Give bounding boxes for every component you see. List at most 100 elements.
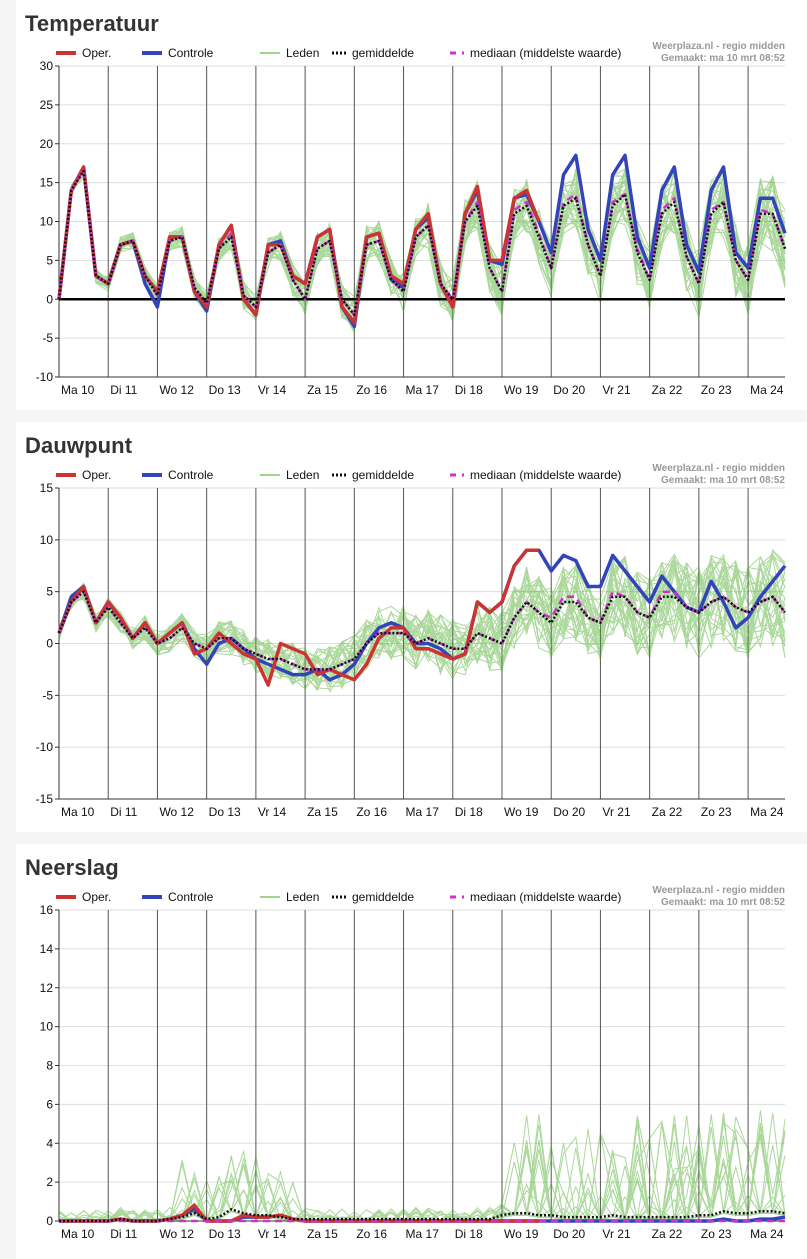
x-tick-label: Wo 19 [504, 383, 539, 397]
legend-label-controle: Controle [168, 890, 214, 904]
legend-label-mediaan: mediaan (middelste waarde) [470, 468, 621, 482]
ensemble-member-line [58, 1121, 786, 1222]
chart-title: Temperatuur [25, 11, 159, 36]
ensemble-member-line [58, 1169, 786, 1222]
x-tick-label: Zo 23 [701, 805, 732, 819]
ensemble-member-line [58, 166, 786, 320]
ensemble-member-line [58, 169, 786, 334]
y-tick-label: 14 [40, 942, 54, 956]
x-tick-label: Wo 12 [159, 1227, 194, 1241]
x-tick-label: Ma 10 [61, 1227, 95, 1241]
ensemble-member-line [58, 574, 786, 693]
x-tick-label: Do 13 [209, 383, 241, 397]
x-tick-label: Zo 16 [356, 805, 387, 819]
x-tick-label: Za 15 [307, 805, 338, 819]
y-tick-label: 16 [40, 903, 54, 917]
ensemble-member-line [58, 563, 786, 690]
ensemble-member-line [58, 167, 786, 332]
ensemble-member-line [59, 1118, 786, 1223]
y-tick-label: -5 [42, 688, 53, 702]
series-line-gemiddelde [59, 1208, 786, 1223]
x-tick-label: Za 22 [652, 805, 683, 819]
x-tick-label: Zo 23 [701, 1227, 732, 1241]
ensemble-member-line [58, 168, 786, 325]
ensemble-member-line [58, 555, 786, 678]
legend-label-gemiddelde: gemiddelde [352, 890, 414, 904]
x-tick-label: Do 20 [553, 383, 585, 397]
legend-label-leden: Leden [286, 890, 319, 904]
legend-label-mediaan: mediaan (middelste waarde) [470, 46, 621, 60]
x-tick-label: Ma 24 [750, 805, 784, 819]
source-line1: Weerplaza.nl - regio midden [652, 41, 785, 52]
y-tick-label: 30 [40, 59, 54, 73]
x-tick-label: Do 20 [553, 805, 585, 819]
legend-label-gemiddelde: gemiddelde [352, 46, 414, 60]
y-tick-label: 6 [46, 1097, 53, 1111]
y-tick-label: -10 [36, 370, 54, 384]
y-tick-label: 5 [46, 585, 53, 599]
ensemble-member-line [58, 168, 786, 312]
ensemble-member-line [58, 556, 786, 681]
series-line-oper [57, 548, 539, 687]
x-tick-label: Do 20 [553, 1227, 585, 1241]
ensemble-member-line [59, 1115, 786, 1222]
x-tick-label: Di 11 [110, 383, 137, 397]
y-tick-label: 25 [40, 98, 54, 112]
x-tick-label: Vr 14 [258, 383, 287, 397]
y-tick-label: 15 [40, 481, 54, 495]
temperature-panel: Temperatuur Oper. Controle Leden gemiddelde… [16, 0, 807, 410]
y-tick-label: 4 [46, 1136, 53, 1150]
x-tick-label: Ma 10 [61, 805, 95, 819]
source-line1: Weerplaza.nl - regio midden [652, 885, 785, 896]
chart-legend: Oper. Controle Leden gemiddelde mediaan (mid… [56, 890, 621, 904]
x-tick-label: Za 22 [652, 383, 683, 397]
ensemble-member-line [59, 1118, 786, 1222]
gridlines [55, 909, 785, 1222]
chart-title: Neerslag [25, 855, 119, 880]
precipitation-panel: Neerslag Oper. Controle Leden gemiddelde med… [16, 844, 807, 1259]
legend-label-oper: Oper. [82, 468, 111, 482]
ensemble-member-line [58, 1132, 786, 1222]
legend-label-mediaan: mediaan (middelste waarde) [470, 890, 621, 904]
x-tick-label: Vr 14 [258, 1227, 287, 1241]
ensemble-member-line [58, 170, 786, 320]
legend-label-controle: Controle [168, 468, 214, 482]
chart-legend: Oper. Controle Leden gemiddelde mediaan (mid… [56, 468, 621, 482]
ensemble-member-line [59, 1110, 786, 1222]
y-tick-label: 2 [46, 1175, 53, 1189]
ensemble-member-line [58, 174, 786, 326]
x-tick-label: Zo 16 [356, 1227, 387, 1241]
series-line-gemiddelde [57, 169, 787, 317]
x-tick-label: Ma 17 [406, 383, 440, 397]
y-tick-label: 0 [46, 292, 53, 306]
ensemble-member-line [58, 555, 786, 681]
x-tick-label: Di 11 [110, 805, 137, 819]
ensemble-member-line [58, 167, 786, 328]
y-tick-label: 5 [46, 253, 53, 267]
y-tick-label: 8 [46, 1059, 53, 1073]
dewpoint-panel: Dauwpunt Oper. Controle Leden gemiddelde med… [16, 422, 807, 832]
ensemble-member-line [58, 557, 786, 686]
x-tick-label: Vr 21 [602, 805, 631, 819]
x-tick-label: Di 18 [455, 1227, 483, 1241]
y-tick-label: 0 [46, 1214, 53, 1228]
x-tick-label: Za 15 [307, 383, 338, 397]
ensemble-member-line [58, 554, 786, 682]
ensemble-member-line [58, 558, 786, 683]
x-tick-label: Wo 12 [159, 805, 194, 819]
y-tick-label: 10 [40, 1020, 54, 1034]
temperature-chart: Oper. Controle Leden gemiddelde mediaan (mid… [36, 41, 787, 397]
chart-legend: Oper. Controle Leden gemiddelde mediaan (mid… [56, 46, 621, 60]
x-tick-label: Ma 10 [61, 383, 95, 397]
ensemble-member-line [58, 172, 786, 331]
ensemble-member-line [58, 168, 786, 318]
dewpoint-chart: Oper. Controle Leden gemiddelde mediaan (mid… [36, 463, 787, 819]
x-tick-label: Za 15 [307, 1227, 338, 1241]
source-line2: Gemaakt: ma 10 mrt 08:52 [661, 897, 785, 908]
x-tick-label: Wo 19 [504, 1227, 539, 1241]
y-tick-label: 0 [46, 637, 53, 651]
x-tick-label: Zo 16 [356, 383, 387, 397]
x-tick-label: Ma 24 [750, 1227, 784, 1241]
x-tick-label: Di 18 [455, 805, 483, 819]
